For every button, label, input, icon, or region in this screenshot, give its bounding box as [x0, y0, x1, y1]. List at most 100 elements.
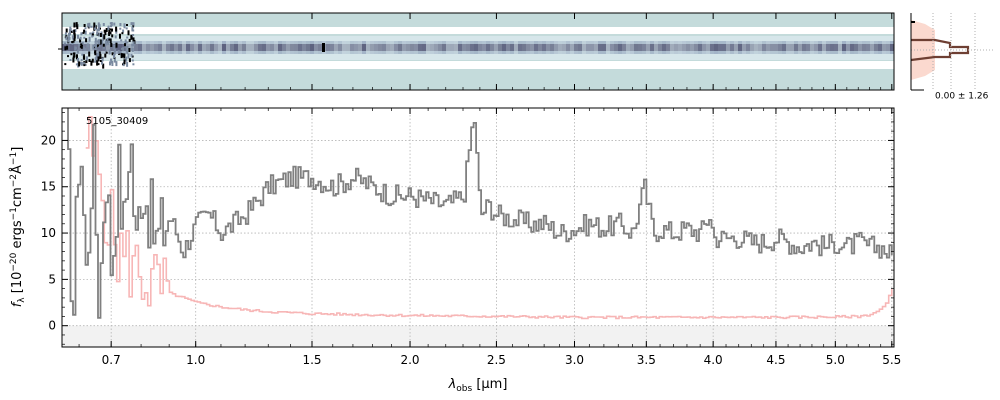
noise-pixel [113, 54, 115, 59]
trace-pixel [686, 44, 690, 51]
trace-pixel [506, 41, 510, 44]
trace-pixel [274, 41, 278, 44]
trace-pixel [522, 51, 526, 54]
noise-pixel [117, 49, 120, 54]
trace-pixel [662, 44, 666, 51]
trace-pixel [706, 51, 710, 54]
trace-pixel [634, 51, 638, 54]
trace-pixel [714, 51, 718, 54]
trace-pixel [798, 44, 802, 51]
spectrum-2d-xticks [78, 13, 893, 90]
trace-pixel [814, 41, 818, 44]
trace-pixel [838, 41, 842, 44]
trace-pixel [386, 41, 390, 44]
trace-pixel [690, 51, 694, 54]
trace-pixel [310, 44, 314, 51]
trace-pixel [694, 44, 698, 51]
trace-pixel [250, 41, 254, 44]
noise-pixel [69, 26, 72, 29]
trace-pixel [234, 51, 238, 54]
noise-pixel [96, 31, 99, 35]
trace-pixel [682, 41, 686, 44]
noise-pixel [124, 39, 127, 45]
noise-pixel [96, 61, 99, 63]
trace-pixel [186, 44, 190, 51]
trace-pixel [382, 41, 386, 44]
x-tick-label: 1.0 [186, 353, 205, 367]
trace-pixel [654, 41, 658, 44]
noise-pixel [69, 31, 71, 36]
noise-pixel [123, 59, 126, 65]
trace-pixel [162, 41, 166, 44]
trace-pixel [862, 51, 866, 54]
y-tick-label: 15 [41, 180, 56, 194]
trace-pixel [498, 51, 502, 54]
noise-pixel [73, 38, 76, 42]
trace-pixel [610, 41, 614, 44]
trace-pixel [834, 41, 838, 44]
noise-pixel [101, 39, 103, 45]
trace-pixel [134, 41, 138, 44]
noise-pixel [73, 52, 76, 58]
trace-pixel [474, 44, 478, 51]
trace-pixel [466, 41, 470, 44]
trace-pixel [298, 41, 302, 44]
trace-pixel [82, 41, 86, 44]
noise-pixel [77, 57, 80, 62]
trace-pixel [710, 44, 714, 51]
trace-pixel [390, 41, 394, 44]
trace-pixel [422, 51, 426, 54]
trace-pixel [630, 41, 634, 44]
trace-pixel [414, 44, 418, 51]
trace-pixel [854, 44, 858, 51]
trace-pixel [578, 44, 582, 51]
trace-pixel [310, 51, 314, 54]
trace-pixel [370, 41, 374, 44]
noise-pixel [127, 30, 130, 36]
trace-pixel [510, 41, 514, 44]
noise-pixel [94, 37, 97, 43]
trace-pixel [886, 44, 890, 51]
noise-pixel [97, 26, 100, 32]
trace-pixel [334, 51, 338, 54]
trace-pixel [538, 51, 542, 54]
trace-pixel [154, 44, 158, 51]
trace-pixel [610, 51, 614, 54]
noise-pixel [97, 63, 100, 66]
trace-pixel [558, 41, 562, 44]
trace-pixel [362, 44, 366, 51]
profile-label: 0.00 ± 1.26 [935, 92, 989, 102]
profile-panel: 0.00 ± 1.26 [910, 13, 993, 102]
trace-pixel [430, 51, 434, 54]
trace-pixel [366, 41, 370, 44]
trace-pixel [774, 51, 778, 54]
trace-pixel [554, 44, 558, 51]
trace-pixel [878, 44, 882, 51]
noise-pixel [120, 39, 123, 42]
trace-pixel [598, 41, 602, 44]
trace-pixel [586, 51, 590, 54]
noise-pixel [104, 30, 107, 35]
trace-pixel [186, 41, 190, 44]
trace-pixel [182, 41, 186, 44]
trace-pixel [246, 41, 250, 44]
trace-pixel [314, 41, 318, 44]
trace-pixel [366, 44, 370, 51]
trace-pixel [638, 44, 642, 51]
trace-pixel [694, 51, 698, 54]
trace-pixel [102, 51, 106, 54]
trace-pixel [858, 51, 862, 54]
noise-pixel [121, 32, 124, 35]
trace-pixel [686, 51, 690, 54]
noise-pixel [107, 26, 110, 30]
trace-pixel [222, 41, 226, 44]
x-axis-label: λobs [μm] [448, 377, 508, 394]
noise-pixel [65, 36, 68, 41]
trace-pixel [70, 51, 74, 54]
trace-pixel [698, 41, 702, 44]
trace-pixel [590, 51, 594, 54]
trace-pixel [266, 44, 270, 51]
trace-pixel [146, 44, 150, 51]
trace-pixel [706, 44, 710, 51]
trace-pixel [278, 41, 282, 44]
